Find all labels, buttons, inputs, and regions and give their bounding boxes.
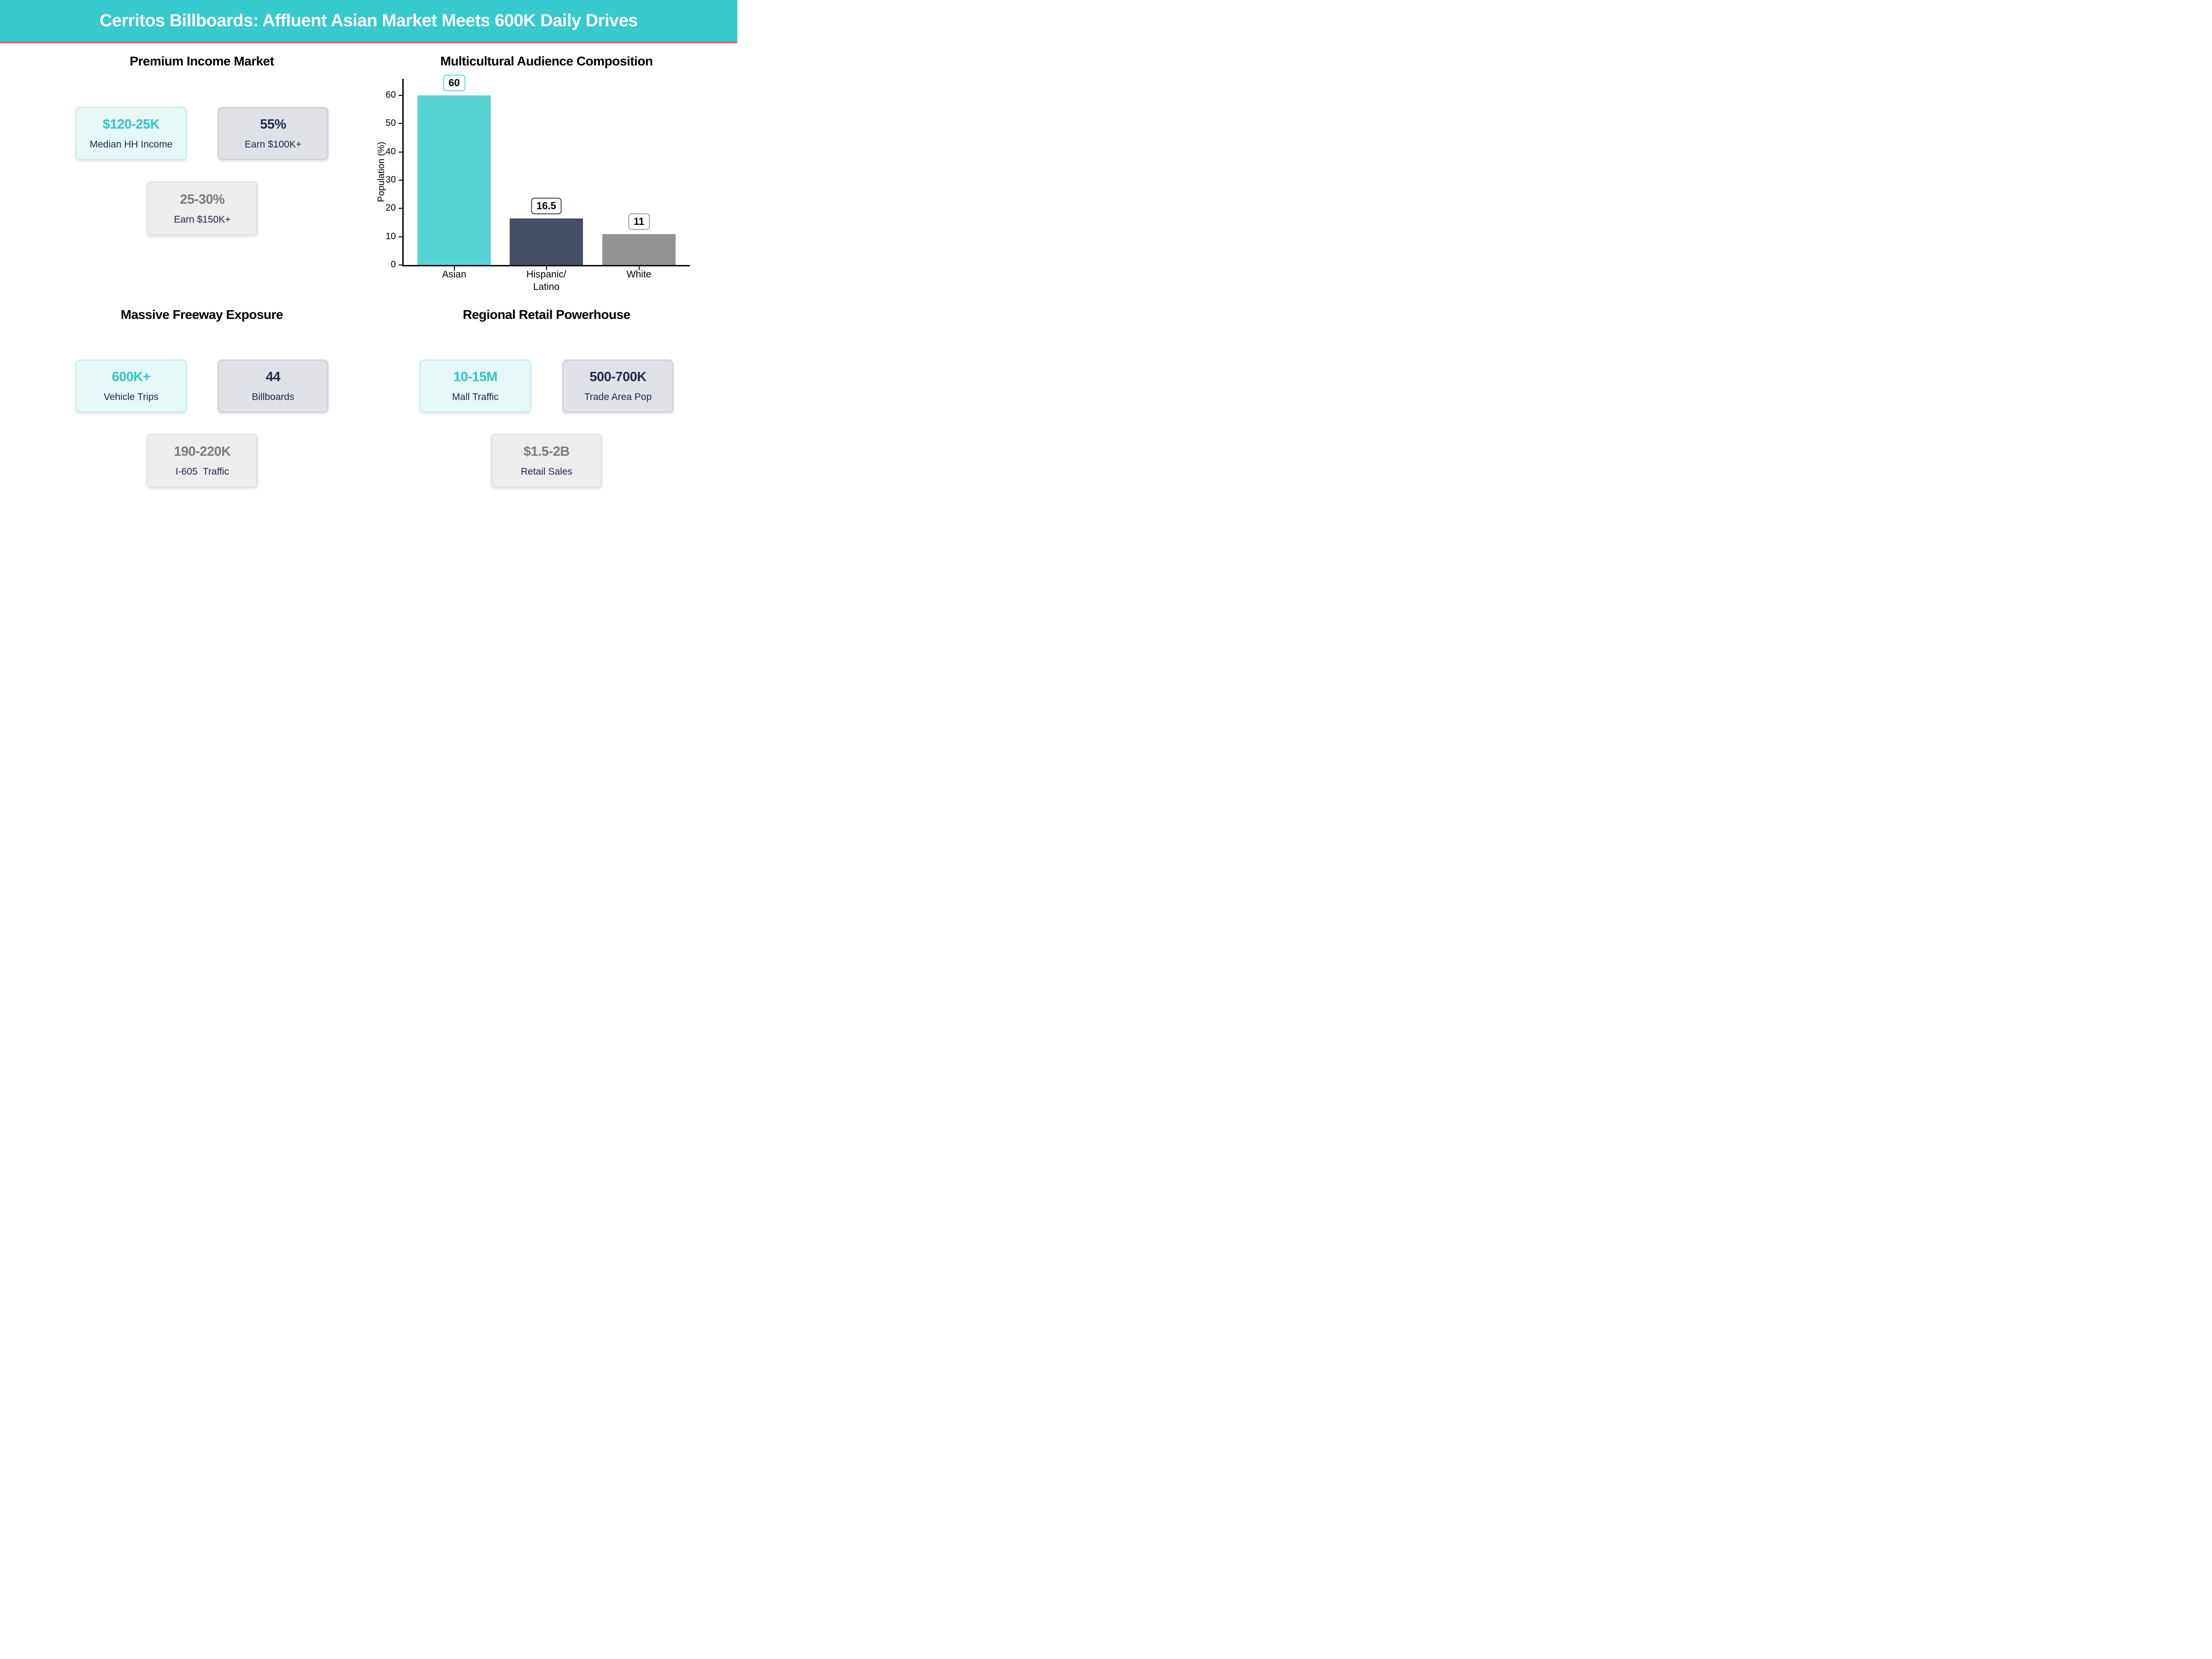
stat-value: $1.5-2B [524, 444, 570, 459]
section-title-income: Premium Income Market [129, 54, 274, 68]
stat-value: 500-700K [589, 370, 647, 384]
y-tick-label: 30 [385, 175, 396, 185]
y-tick-label: 10 [385, 231, 396, 241]
header-banner: Cerritos Billboards: Affluent Asian Mark… [0, 0, 737, 43]
stat-value: 190-220K [174, 444, 231, 459]
x-tick-label-white: White [626, 269, 652, 280]
stat-card-i605-traffic: 190-220K I-605 Traffic [147, 434, 258, 488]
y-tick-mark [399, 151, 402, 153]
stat-label: Trade Area Pop [584, 392, 652, 402]
stat-card-mall-traffic: 10-15M Mall Traffic [419, 359, 531, 413]
stat-label: Retail Sales [520, 466, 573, 477]
bar-chart-audience-composition: 0 10 20 30 40 50 60 Population (%) 60 Asian 16.5 Hi… [0, 0, 737, 369]
stat-value: 44 [265, 370, 281, 384]
stat-card-median-income: $120-25K Median HH Income [75, 107, 187, 160]
section-title-retail: Regional Retail Powerhouse [463, 307, 630, 322]
stat-label: Earn $100K+ [244, 139, 302, 150]
stat-card-earn-150k: 25-30% Earn $150K+ [147, 181, 258, 236]
stat-card-billboards: 44 Billboards [218, 359, 329, 413]
infographic-page: Cerritos Billboards: Affluent Asian Mark… [0, 0, 737, 553]
y-tick-mark [399, 236, 402, 237]
y-axis-line [402, 79, 404, 266]
y-tick-label: 0 [390, 259, 396, 270]
y-tick-label: 40 [385, 146, 396, 157]
stat-value: 55% [260, 117, 286, 132]
x-axis-line [402, 265, 690, 266]
bar-asian [418, 95, 491, 265]
stat-label: I-605 Traffic [175, 466, 229, 477]
x-tick-mark [453, 266, 455, 270]
y-tick-label: 50 [385, 118, 396, 129]
bar-white [602, 234, 676, 265]
y-tick-mark [399, 180, 402, 181]
stat-value: $120-25K [102, 117, 160, 132]
stat-value: 10-15M [453, 370, 498, 384]
x-tick-label-hispanic-latino: Hispanic/ Latino [526, 269, 566, 292]
stat-card-retail-sales: $1.5-2B Retail Sales [491, 434, 602, 488]
section-title-audience: Multicultural Audience Composition [440, 54, 653, 68]
stat-label: Median HH Income [89, 139, 173, 150]
stat-label: Billboards [252, 392, 294, 402]
x-tick-mark [638, 266, 640, 270]
y-tick-mark [399, 123, 402, 124]
y-tick-mark [399, 95, 402, 96]
stat-value: 600K+ [112, 370, 151, 384]
stat-label: Vehicle Trips [103, 392, 159, 402]
page-title: Cerritos Billboards: Affluent Asian Mark… [100, 11, 638, 30]
stat-value: 25-30% [180, 192, 225, 207]
stat-card-vehicle-trips: 600K+ Vehicle Trips [75, 359, 187, 413]
stat-label: Mall Traffic [452, 392, 499, 402]
y-tick-mark [399, 208, 402, 209]
bar-value-label-hispanic-latino: 16.5 [531, 197, 562, 214]
x-tick-mark [546, 266, 547, 270]
y-axis-title: Population (%) [376, 141, 387, 202]
stat-card-earn-100k: 55% Earn $100K+ [218, 107, 329, 160]
stat-card-trade-area-pop: 500-700K Trade Area Pop [562, 359, 674, 413]
x-tick-label-asian: Asian [442, 269, 466, 280]
bar-hispanic-latino [510, 218, 583, 265]
section-title-freeway: Massive Freeway Exposure [120, 307, 283, 322]
bar-value-label-white: 11 [628, 213, 650, 230]
stat-label: Earn $150K+ [174, 214, 231, 225]
bar-value-label-asian: 60 [443, 75, 465, 92]
y-tick-label: 20 [385, 203, 396, 213]
y-tick-label: 60 [385, 90, 396, 100]
